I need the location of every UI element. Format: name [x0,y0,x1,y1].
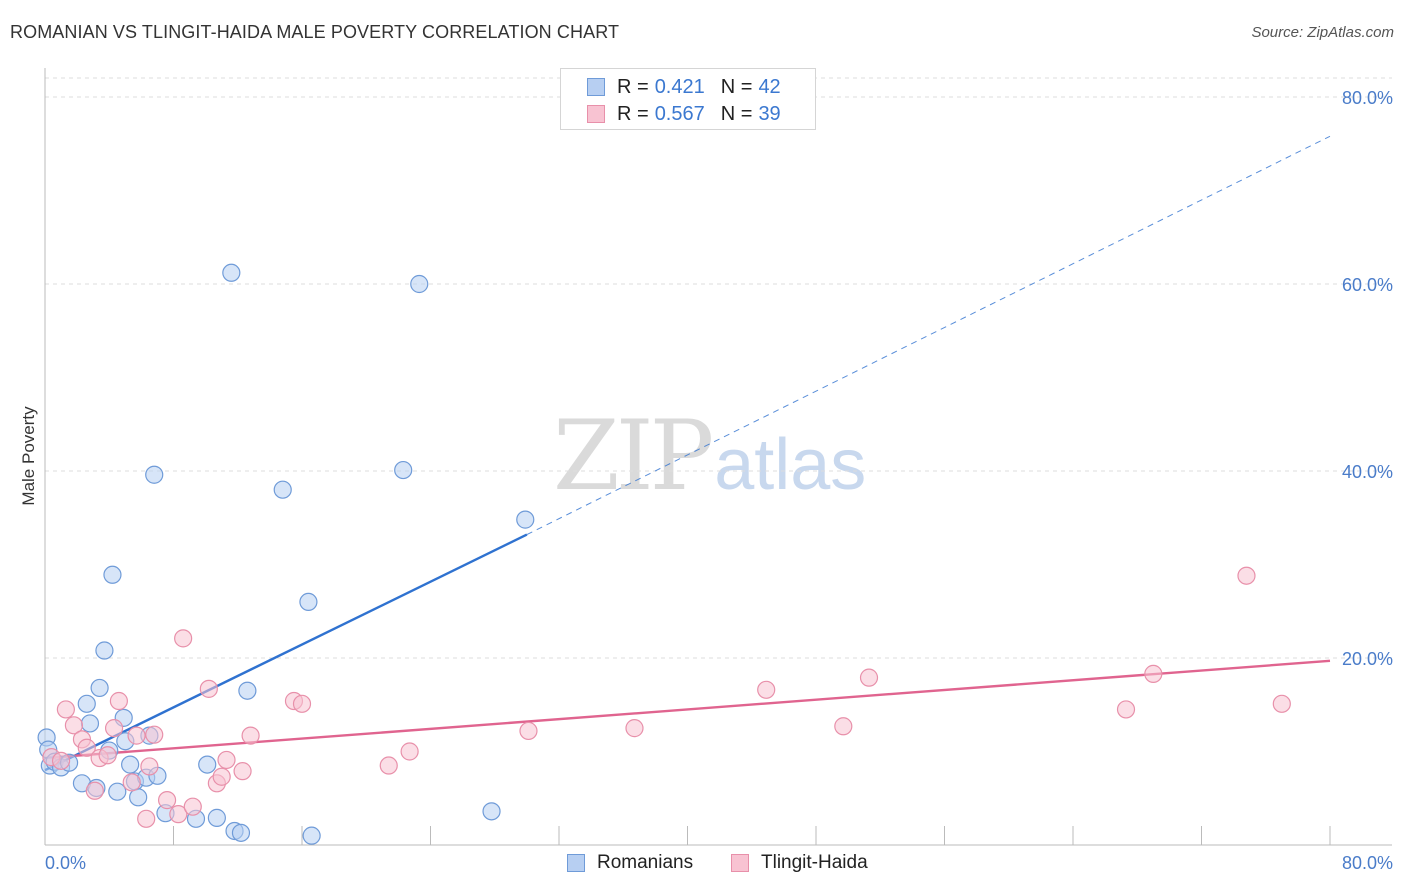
x-tick-label: 0.0% [45,853,86,873]
romanian-point [238,681,257,700]
data-points [37,263,1291,845]
tlingit-point [64,716,84,735]
legend-n-label: N = [720,102,753,125]
watermark-atlas: atlas [714,425,867,505]
romanian-point [273,480,292,499]
romanian-point [77,694,96,713]
tlingit-point [1116,700,1136,719]
watermark: ZIPatlas [553,400,866,512]
tlingit-point [292,694,312,713]
y-tick-label: 60.0% [1342,275,1393,295]
series-swatch-blue [567,854,585,872]
legend-n-label: N = [720,75,753,98]
y-tick-label: 80.0% [1342,88,1393,108]
legend-r-value: 0.567 [654,102,705,125]
romanian-point [482,802,501,821]
romanian-point [410,274,429,294]
tlingit-point [199,679,218,698]
tlingit-point [104,719,124,738]
tlingit-point [379,756,398,775]
romanian-point [121,755,140,774]
tlingit-point [122,773,141,792]
tlingit-point [400,742,419,761]
romanian-point [90,678,109,698]
tlingit-point [859,668,879,687]
chart-title: ROMANIAN VS TLINGIT-HAIDA MALE POVERTY C… [10,22,620,42]
romanian-point [103,565,122,584]
tlingit-point [834,717,853,736]
tlingit-point [140,757,159,776]
tlingit-point [174,629,193,648]
tlingit-point [212,767,231,786]
tlingit-point [109,691,128,711]
romanian-trend-line [44,533,528,772]
romanian-trend-extension [526,135,1331,536]
tlingit-trend-line [44,659,1331,760]
tlingit-point [519,721,538,741]
tlingit-point [137,809,156,828]
trend-lines [44,135,1331,772]
tlingit-point [98,746,117,765]
tlingit-point [241,726,260,745]
romanian-point [145,465,164,484]
romanian-point [108,782,127,801]
tlingit-point [625,719,644,738]
tlingit-point [169,805,188,824]
romanian-point [207,808,226,827]
source-credit: Source: ZipAtlas.com [1251,24,1394,41]
tlingit-point [233,762,252,781]
legend-row-tlingit: R = 0.567 N = 39 [587,102,781,126]
legend-row-romanians: R = 0.421 N = 42 [587,75,781,99]
tlingit-point [1272,694,1291,713]
legend-n-value: 42 [758,75,781,98]
tlingit-point [1237,566,1256,585]
romanian-point [80,714,100,733]
axis-labels: 20.0% 40.0% 60.0% 80.0% 0.0% 80.0% Male Povert… [19,88,1393,873]
series-swatch-pink [731,854,749,872]
series-legend-romanians: Romanians [567,852,693,874]
romanian-point [302,826,321,845]
legend-n-value: 39 [758,102,781,125]
y-tick-label: 40.0% [1342,462,1393,482]
series-label-romanians: Romanians [597,852,694,873]
legend-r-label: R = [617,102,649,125]
tlingit-point [127,726,146,745]
correlation-legend: R = 0.421 N = 42 R = 0.567 N = 39 [560,68,816,130]
romanian-point [129,788,148,807]
romanian-point [198,755,217,774]
tlingit-point [757,680,776,699]
y-tick-label: 20.0% [1342,649,1393,669]
grid-lines [45,77,1392,659]
romanian-point [394,460,413,480]
tlingit-point [183,797,202,816]
x-tick-label: 80.0% [1342,853,1393,873]
legend-r-value: 0.421 [654,75,705,98]
y-axis-title: Male Poverty [19,406,38,506]
axes [44,68,1392,846]
tlingit-point [56,700,75,719]
tlingit-point [1144,664,1163,683]
tlingit-point [217,750,236,770]
watermark-zip: ZIP [553,400,714,512]
romanian-point [516,510,535,529]
romanian-point [95,641,114,660]
tlingit-point [51,751,71,770]
legend-swatch-blue [587,78,605,96]
tlingit-point [145,725,164,744]
tlingit-point [157,791,177,810]
legend-swatch-pink [587,105,605,123]
legend-r-label: R = [617,75,649,98]
romanian-point [299,592,318,612]
romanian-point [222,263,241,282]
romanian-point [231,823,251,842]
series-legend-tlingit: Tlingit-Haida [731,852,868,874]
series-label-tlingit: Tlingit-Haida [761,852,868,873]
tlingit-point [85,781,104,800]
tlingit-point [77,738,96,757]
